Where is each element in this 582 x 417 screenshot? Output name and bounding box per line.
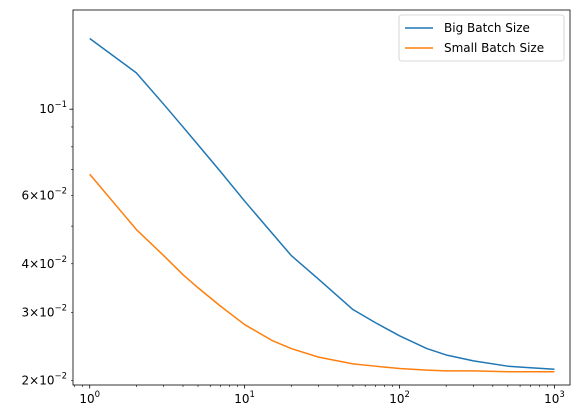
y-axis: 2×10−2 3×10−2 4×10−2 6×10−2 10−1 (21, 100, 73, 388)
x-tick-label: 103 (544, 390, 565, 406)
x-axis: 100 101 102 103 (74, 385, 565, 406)
legend-box (398, 14, 565, 62)
series-line-small-batch-size (89, 173, 555, 373)
legend-label: Small Batch Size (444, 41, 544, 55)
series-lines (89, 37, 555, 373)
x-tick-label: 102 (389, 390, 410, 406)
y-tick-label: 10−1 (39, 100, 67, 116)
y-tick-label: 2×10−2 (21, 372, 67, 388)
legend-label: Big Batch Size (444, 21, 530, 35)
y-tick-label: 3×10−2 (21, 303, 67, 319)
y-tick-label: 6×10−2 (21, 186, 67, 202)
plot-frame (72, 9, 571, 386)
x-tick-label: 100 (79, 390, 100, 406)
y-tick-label: 4×10−2 (21, 255, 67, 271)
series-line-big-batch-size (89, 37, 555, 371)
legend: Big Batch Size Small Batch Size (398, 14, 565, 62)
x-tick-label: 101 (234, 390, 255, 406)
